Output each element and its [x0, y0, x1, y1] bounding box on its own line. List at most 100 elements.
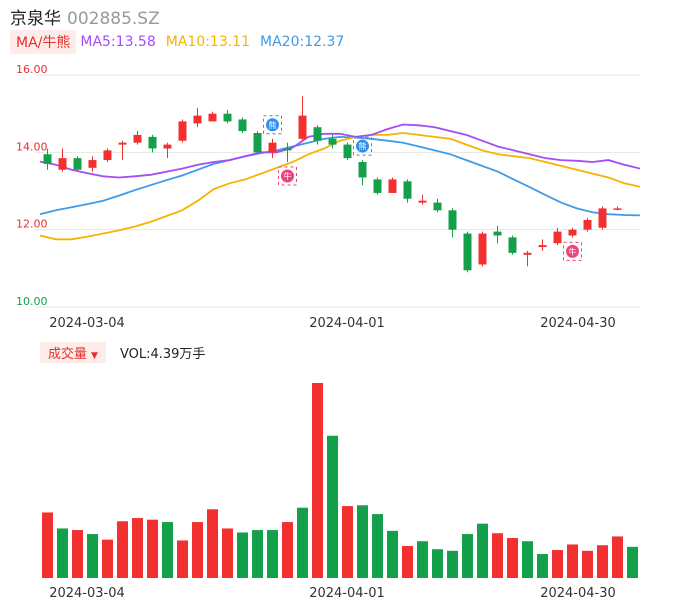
- ma-legend: MA/牛熊 MA5:13.58 MA10:13.11 MA20:12.37: [10, 30, 344, 54]
- candle: [73, 156, 82, 172]
- candle-body: [343, 144, 352, 159]
- candle: [313, 125, 322, 145]
- volume-x-tick-label: 2024-04-01: [309, 586, 385, 601]
- stock-title: 京泉华 002885.SZ: [10, 4, 160, 29]
- candle: [418, 194, 427, 205]
- volume-bar: [417, 541, 428, 578]
- candle-body: [328, 138, 337, 145]
- volume-tag-label: 成交量: [48, 346, 88, 362]
- volume-bar: [492, 533, 503, 578]
- candle-body: [358, 162, 367, 178]
- candle: [88, 156, 97, 172]
- bull-marker: 牛: [278, 166, 297, 186]
- candle-body: [118, 142, 127, 145]
- volume-bar: [177, 540, 188, 578]
- candle: [613, 206, 622, 211]
- volume-bar: [522, 541, 533, 578]
- candle-body: [103, 150, 112, 161]
- candle: [238, 117, 247, 133]
- volume-bar: [357, 505, 368, 578]
- marker-label: 牛: [284, 171, 292, 181]
- candle-body: [493, 231, 502, 236]
- price-y-tick-label: 16.00: [16, 63, 48, 76]
- volume-bar: [132, 518, 143, 578]
- volume-bar: [282, 522, 293, 578]
- price-x-tick-label: 2024-03-04: [49, 316, 125, 331]
- marker-label: 熊: [359, 141, 367, 151]
- candle-body: [58, 158, 67, 170]
- candle-body: [583, 220, 592, 230]
- marker-badge: [356, 139, 369, 153]
- marker-label: 熊: [269, 120, 277, 130]
- candle: [553, 227, 562, 246]
- candle: [253, 131, 262, 155]
- stock-name: 京泉华: [10, 9, 61, 29]
- candle: [118, 140, 127, 161]
- ma-selector-tag[interactable]: MA/牛熊: [10, 30, 77, 54]
- candle: [568, 227, 577, 238]
- volume-bar: [57, 528, 68, 578]
- candle-body: [43, 154, 52, 164]
- candle-body: [88, 160, 97, 168]
- volume-bar: [162, 522, 173, 578]
- volume-bar: [252, 530, 263, 578]
- candle: [433, 198, 442, 213]
- ma5-legend: MA5:13.58: [80, 34, 156, 50]
- candle: [283, 142, 292, 162]
- volume-x-tick-label: 2024-04-30: [540, 586, 616, 601]
- price-y-ticks: 16.00 14.00 12.00 10.00: [16, 63, 48, 308]
- volume-bar: [147, 519, 158, 578]
- candle: [388, 177, 397, 193]
- bear-marker: 熊: [353, 136, 372, 156]
- price-grid: [35, 74, 640, 308]
- marker-badge: [281, 169, 294, 183]
- candles: [43, 96, 622, 273]
- candle: [103, 148, 112, 162]
- volume-x-tick-label: 2024-03-04: [49, 586, 125, 601]
- price-y-tick-label: 10.00: [16, 295, 48, 308]
- marker-frame: [263, 115, 282, 135]
- volume-x-ticks: 2024-03-04 2024-04-01 2024-04-30: [49, 586, 616, 601]
- candle: [43, 148, 52, 170]
- volume-bar: [87, 534, 98, 578]
- candle-body: [373, 179, 382, 193]
- candle-body: [208, 113, 217, 122]
- volume-bar: [462, 534, 473, 578]
- candle-body: [73, 158, 82, 170]
- candle-body: [523, 252, 532, 255]
- candle: [298, 96, 307, 141]
- candle-body: [538, 245, 547, 248]
- candle-body: [568, 229, 577, 236]
- candle: [493, 225, 502, 244]
- volume-bar: [372, 514, 383, 578]
- volume-bar: [597, 545, 608, 578]
- volume-bar: [312, 383, 323, 578]
- candle-body: [238, 119, 247, 132]
- volume-bar: [72, 530, 83, 578]
- ma20-legend: MA20:12.37: [260, 34, 345, 50]
- candle-body: [193, 115, 202, 124]
- candle: [583, 218, 592, 232]
- candle: [163, 142, 172, 159]
- candle-body: [283, 148, 292, 151]
- volume-bar: [567, 544, 578, 578]
- candle-body: [253, 133, 262, 153]
- price-x-tick-label: 2024-04-01: [309, 316, 385, 331]
- volume-bar: [387, 530, 398, 578]
- volume-selector-tag[interactable]: 成交量 ▼: [40, 341, 106, 363]
- volume-bar: [267, 530, 278, 578]
- candle-body: [613, 208, 622, 210]
- volume-bar: [42, 512, 53, 578]
- ma10-line: [39, 132, 641, 241]
- candle-body: [268, 142, 277, 153]
- candle-body: [418, 200, 427, 203]
- candle-body: [433, 202, 442, 211]
- candle-body: [148, 136, 157, 149]
- candle-body: [478, 233, 487, 265]
- candle: [178, 119, 187, 143]
- volume-bar: [552, 550, 563, 578]
- candle-body: [133, 134, 142, 143]
- volume-bar: [237, 532, 248, 578]
- candle-body: [553, 231, 562, 244]
- caret-down-icon: ▼: [91, 350, 98, 361]
